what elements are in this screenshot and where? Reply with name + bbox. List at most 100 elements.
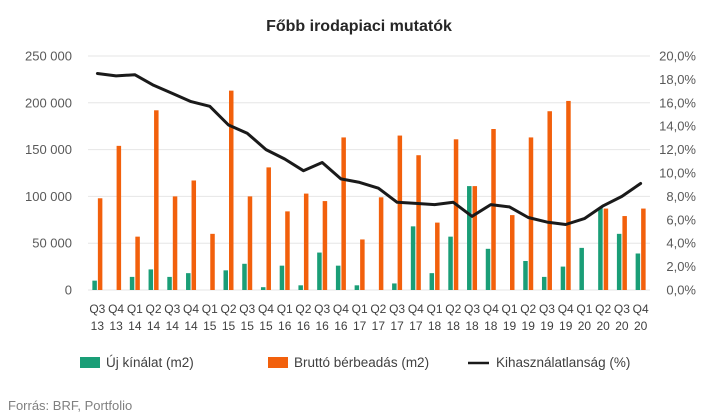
x-tick-quarter: Q2 [445,302,461,316]
legend-label-new-supply: Új kínálat (m2) [106,355,194,370]
x-tick-year: 15 [203,319,217,333]
x-tick-quarter: Q1 [427,302,443,316]
right-tick-label: 2,0% [666,259,696,274]
x-tick-quarter: Q2 [220,302,236,316]
bar-new-supply [317,252,322,290]
bar-new-supply [467,186,472,290]
left-tick-label: 250 000 [25,49,72,64]
bar-new-supply [635,253,641,290]
x-tick-quarter: Q2 [146,302,162,316]
x-tick-quarter: Q3 [614,302,630,316]
bar-gross-leasing [116,145,122,290]
bar-new-supply [560,266,566,290]
left-tick-label: 150 000 [25,142,72,157]
bar-gross-leasing [622,216,627,290]
x-tick-year: 15 [241,319,255,333]
x-tick-year: 17 [390,319,404,333]
bar-gross-leasing [210,233,215,290]
bar-gross-leasing [566,100,571,290]
x-tick-quarter: Q4 [258,302,274,316]
x-tick-year: 20 [596,319,610,333]
bar-gross-leasing [266,167,271,290]
x-tick-quarter: Q4 [183,302,199,316]
bar-gross-leasing [229,90,234,290]
legend-swatch-gross-leasing [268,357,288,368]
bar-gross-leasing [172,196,178,290]
bar-new-supply [541,276,547,290]
x-tick-year: 14 [184,319,198,333]
bar-new-supply [260,287,266,290]
x-tick-quarter: Q3 [314,302,330,316]
bar-new-supply [523,260,528,290]
bar-gross-leasing [603,208,609,290]
x-tick-quarter: Q3 [389,302,405,316]
bar-new-supply [448,236,453,290]
x-tick-year: 18 [447,319,461,333]
left-tick-label: 200 000 [25,95,72,110]
gridlines [88,55,650,291]
bar-gross-leasing [97,198,103,290]
bar-gross-leasing [397,135,403,290]
bar-new-supply [148,269,154,290]
x-tick-quarter: Q1 [202,302,218,316]
right-axis-ticks: 0,0% 2,0% 4,0% 6,0% 8,0% 10,0% 12,0% 14,0% 16,0%… [659,49,696,298]
right-tick-label: 8,0% [666,189,696,204]
bar-new-supply [616,233,622,290]
x-tick-year: 15 [222,319,236,333]
bar-new-supply [485,248,491,290]
bar-gross-leasing [341,137,346,290]
left-tick-label: 0 [65,283,72,298]
x-tick-year: 19 [559,319,573,333]
bar-new-supply [410,226,416,290]
x-tick-quarter: Q1 [352,302,368,316]
bar-gross-leasing [285,211,290,290]
x-tick-year: 17 [409,319,423,333]
x-tick-quarter: Q4 [483,302,499,316]
x-tick-year: 16 [278,319,292,333]
left-tick-label: 50 000 [32,236,72,251]
bar-gross-leasing [303,193,309,290]
x-tick-year: 14 [147,319,161,333]
bar-new-supply [298,285,303,290]
x-tick-quarter: Q4 [633,302,649,316]
right-tick-label: 14,0% [659,119,696,134]
bar-gross-leasing [135,236,140,290]
x-tick-quarter: Q3 [464,302,480,316]
bar-gross-leasing [491,129,496,290]
x-tick-year: 18 [484,319,498,333]
x-tick-year: 16 [334,319,348,333]
bars [92,90,646,291]
bar-new-supply [242,263,247,290]
legend-swatch-new-supply [80,357,100,368]
x-tick-year: 14 [166,319,180,333]
bar-new-supply [167,276,172,290]
bar-gross-leasing [191,180,197,290]
x-tick-quarter: Q3 [89,302,105,316]
source-note: Forrás: BRF, Portfolio [8,398,132,413]
x-tick-year: 19 [503,319,517,333]
legend: Új kínálat (m2) Bruttó bérbeadás (m2) Ki… [80,355,630,370]
bar-gross-leasing [378,197,384,290]
x-tick-year: 15 [259,319,273,333]
x-tick-quarter: Q1 [501,302,517,316]
x-tick-year: 18 [428,319,442,333]
x-tick-quarter: Q3 [164,302,180,316]
x-tick-quarter: Q3 [539,302,555,316]
x-tick-year: 18 [465,319,479,333]
bar-new-supply [279,265,285,290]
bar-new-supply [335,265,341,290]
left-axis-ticks: 0 50 000 100 000 150 000 200 000 250 000 [25,49,72,298]
bar-gross-leasing [641,208,646,290]
bar-new-supply [392,283,397,290]
bar-new-supply [92,280,97,290]
right-tick-label: 0,0% [666,283,696,298]
right-tick-label: 18,0% [659,72,696,87]
bar-gross-leasing [360,239,365,290]
x-tick-year: 20 [615,319,629,333]
right-tick-label: 16,0% [659,95,696,110]
vacancy-line-group [95,72,643,226]
x-tick-quarter: Q4 [108,302,124,316]
bar-gross-leasing [472,186,478,290]
x-tick-quarter: Q2 [595,302,611,316]
